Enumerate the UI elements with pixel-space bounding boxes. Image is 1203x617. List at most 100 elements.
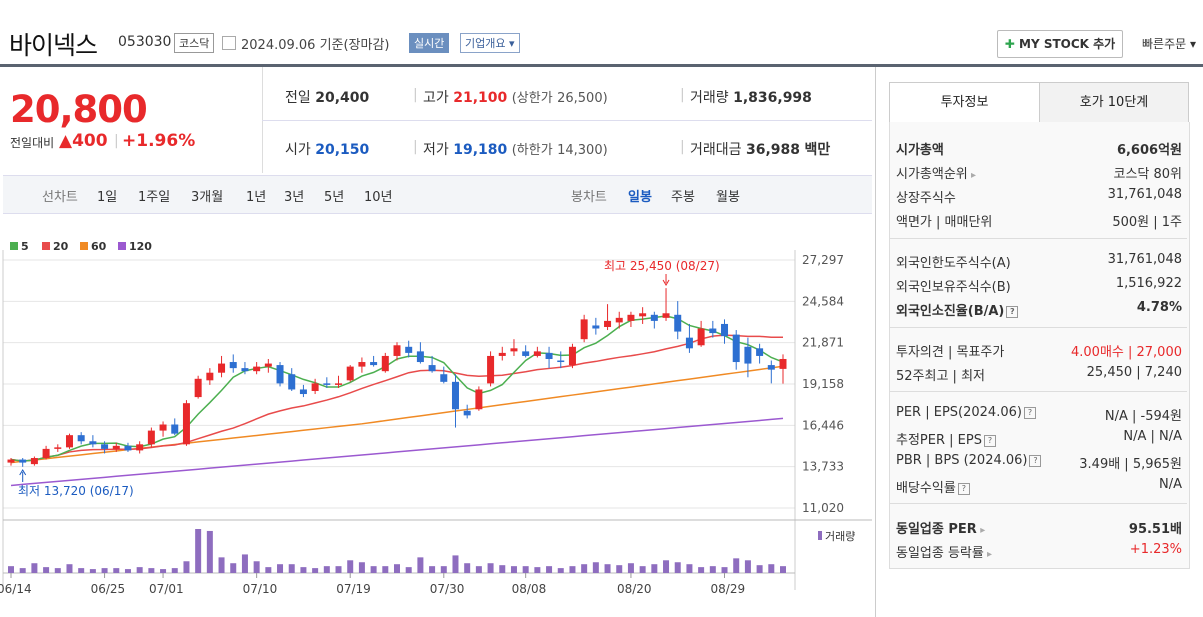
volume-bar	[370, 566, 377, 573]
stock-code: 053030	[118, 34, 172, 50]
volume-bar	[569, 566, 576, 573]
company-info-dropdown[interactable]: 기업개요 ▾	[460, 33, 520, 53]
realtime-button[interactable]: 실시간	[409, 33, 450, 53]
candle	[463, 410, 471, 416]
volume-bar	[394, 564, 400, 573]
info-value: N/A | N/A	[1123, 429, 1182, 444]
volume-bar	[43, 567, 50, 573]
candle	[381, 355, 389, 372]
x-tick-label: 07/19	[336, 582, 371, 596]
fast-order-dropdown[interactable]: 빠른주문 ▾	[1142, 35, 1196, 52]
upper-limit-label: (상한가	[511, 91, 553, 106]
base-date: 2024.09.06 기준(장마감)	[241, 38, 390, 53]
info-value: 코스닥 80위	[1113, 167, 1182, 182]
change-percent: +1.96%	[122, 131, 196, 151]
volume-bar	[522, 566, 529, 573]
divider	[890, 503, 1187, 504]
candle	[89, 441, 97, 445]
period-item[interactable]: 3개월	[191, 190, 224, 205]
volume-bar	[171, 568, 178, 573]
period-item[interactable]: 1년	[246, 190, 267, 205]
info-key[interactable]: 동일업종 PER ▸	[896, 518, 985, 537]
candle	[568, 346, 576, 366]
candle	[767, 365, 775, 370]
high-annotation: 최고 25,450 (08/27)	[604, 259, 720, 273]
help-icon[interactable]: ?	[1029, 454, 1042, 467]
volume-legend-swatch	[818, 531, 822, 540]
volume-bar	[417, 557, 424, 573]
info-key-text: 시가총액	[896, 143, 944, 158]
legend-label: 120	[129, 240, 152, 253]
period-item[interactable]: 1주일	[138, 190, 171, 205]
price-chart[interactable]: 27,297 24,584 21,871 19,158 16,446 13,733 11,0…	[0, 250, 872, 617]
volume-bar	[604, 564, 611, 573]
candle-period-item[interactable]: 일봉	[628, 190, 652, 205]
volume-bar	[733, 558, 740, 573]
tab-invest-info[interactable]: 투자정보	[889, 82, 1040, 123]
divider: |	[680, 87, 685, 103]
volume-bar	[66, 564, 73, 573]
info-key[interactable]: 동일업종 등락률 ▸	[896, 542, 992, 561]
legend-swatch	[42, 242, 50, 250]
volume-bar	[358, 562, 365, 573]
low-annotation: 최저 13,720 (06/17)	[18, 484, 134, 498]
tab-orderbook[interactable]: 호가 10단계	[1039, 82, 1189, 124]
candle	[77, 435, 85, 442]
amount-value: 36,988	[745, 142, 801, 158]
candle-period-item[interactable]: 주봉	[671, 190, 695, 205]
candle	[721, 323, 729, 337]
candle	[557, 360, 565, 363]
divider	[262, 120, 872, 121]
upper-limit-value: 26,500)	[557, 91, 608, 106]
lower-limit-value: 14,300)	[557, 143, 608, 158]
candle	[253, 366, 261, 372]
info-value: 6,606억원	[1116, 143, 1182, 158]
y-tick-label: 16,446	[802, 418, 844, 432]
high-label: 고가	[423, 90, 449, 106]
candle	[498, 352, 506, 356]
help-icon[interactable]: ?	[957, 482, 970, 495]
volume-bar	[206, 530, 213, 573]
period-item[interactable]: 10년	[364, 190, 393, 205]
info-key[interactable]: 시가총액순위 ▸	[896, 163, 976, 182]
divider	[890, 238, 1187, 239]
volume-bar	[277, 564, 284, 573]
candle-period-item[interactable]: 월봉	[716, 190, 740, 205]
prev-value: 20,400	[315, 90, 370, 106]
volume-bar	[698, 567, 705, 573]
open-label: 시가	[285, 142, 311, 158]
period-item[interactable]: 5년	[324, 190, 345, 205]
volume-bar	[546, 566, 553, 573]
x-tick-label: 08/20	[617, 582, 652, 596]
info-value: 1,516,922	[1115, 276, 1182, 291]
volume-bar	[499, 565, 506, 573]
divider	[890, 391, 1187, 392]
volume-bar	[534, 567, 541, 573]
info-key-text: 상장주식수	[896, 191, 956, 206]
volume-bar	[101, 568, 108, 573]
info-key: 외국인한도주식수(A)	[896, 252, 1011, 271]
info-key-text: PBR | BPS (2024.06)	[896, 453, 1028, 468]
candle	[428, 365, 436, 372]
volume-bar	[487, 563, 494, 573]
candle	[194, 378, 202, 398]
info-value: 4.78%	[1136, 300, 1182, 315]
candle	[65, 435, 73, 448]
volume-bar	[19, 568, 26, 573]
info-key-text: 동일업종 PER	[896, 522, 977, 537]
mystock-add-button[interactable]: ✚ MY STOCK 추가	[997, 30, 1123, 58]
period-item[interactable]: 3년	[284, 190, 305, 205]
chevron-right-icon: ▸	[976, 525, 986, 536]
volume-bar	[113, 568, 120, 573]
help-icon[interactable]: ?	[1006, 305, 1019, 318]
help-icon[interactable]: ?	[983, 434, 996, 447]
volume-bar	[744, 560, 751, 573]
candle	[136, 444, 144, 451]
period-item[interactable]: 1일	[97, 190, 118, 205]
header-divider	[0, 64, 1203, 67]
x-tick-label: 06/14	[0, 582, 32, 596]
legend-item: 120	[118, 240, 152, 253]
info-value: +1.23%	[1129, 542, 1182, 557]
volume-value: 1,836,998	[733, 90, 812, 106]
help-icon[interactable]: ?	[1023, 406, 1036, 419]
